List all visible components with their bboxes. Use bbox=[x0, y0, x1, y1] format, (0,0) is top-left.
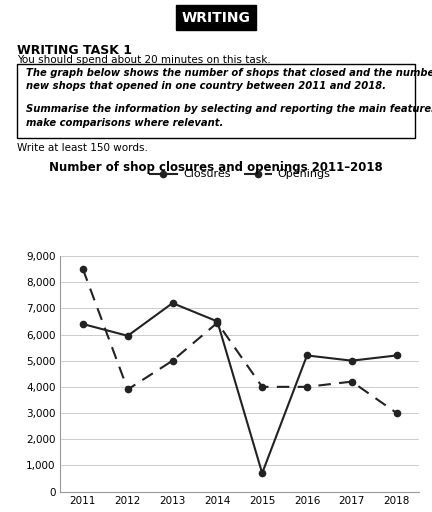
Text: Write at least 150 words.: Write at least 150 words. bbox=[17, 143, 148, 154]
Text: Summarise the information by selecting and reporting the main features, and
make: Summarise the information by selecting a… bbox=[26, 104, 432, 127]
Text: WRITING TASK 1: WRITING TASK 1 bbox=[17, 44, 132, 56]
Text: WRITING: WRITING bbox=[181, 11, 251, 25]
Text: You should spend about 20 minutes on this task.: You should spend about 20 minutes on thi… bbox=[17, 55, 271, 65]
Text: Number of shop closures and openings 2011–2018: Number of shop closures and openings 201… bbox=[49, 161, 383, 174]
Legend: Closures, Openings: Closures, Openings bbox=[145, 165, 334, 184]
Text: The graph below shows the number of shops that closed and the number of
new shop: The graph below shows the number of shop… bbox=[26, 68, 432, 91]
